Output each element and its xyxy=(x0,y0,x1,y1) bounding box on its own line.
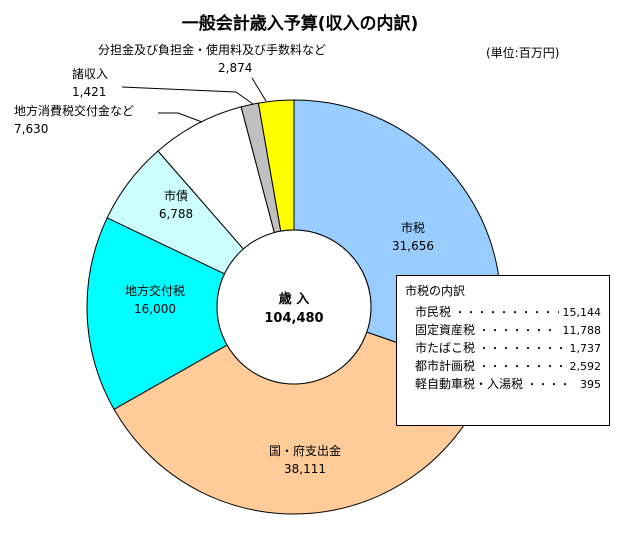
leader-line-4 xyxy=(158,112,203,123)
slice-label-value: 7,630 xyxy=(14,122,48,136)
slice-label-name: 地方交付税 xyxy=(125,283,185,298)
breakdown-item-name: 固定資産税 xyxy=(415,323,476,337)
slice-label-value: 1,421 xyxy=(72,85,106,99)
slice-label-value: 16,000 xyxy=(134,302,176,316)
chart-title: 一般会計歳入予算(収入の内訳) xyxy=(181,14,419,34)
slice-label-value: 6,788 xyxy=(159,207,193,221)
center-label: 歳 入 xyxy=(279,291,310,307)
donut-center-hole xyxy=(216,229,372,385)
breakdown-row: 都市計画税・・・・・・・・・ 2,592 xyxy=(405,357,601,375)
slice-label-name: 分担金及び負担金・使用料及び手数料など xyxy=(98,42,326,57)
breakdown-row: 市民税・・・・・・・・・・・・・ 15,144 xyxy=(405,303,601,321)
breakdown-item-value: 2,592 xyxy=(569,360,602,373)
breakdown-item-value: 1,737 xyxy=(569,342,602,355)
city-tax-breakdown-box: 市税の内訳 市民税・・・・・・・・・・・・・15,144固定資産税・・・・・・・… xyxy=(396,275,610,426)
slice-label-name: 国・府支出金 xyxy=(269,443,341,458)
slice-label-value: 31,656 xyxy=(392,239,434,253)
leader-line-6 xyxy=(251,77,267,102)
slice-label-name: 市税 xyxy=(401,220,425,235)
breakdown-item-dots: ・・・・ xyxy=(527,380,572,391)
slice-label-value: 38,111 xyxy=(284,462,326,476)
breakdown-item-name: 軽自動車税・入湯税 xyxy=(415,377,524,391)
unit-label: (単位:百万円) xyxy=(486,46,560,60)
slice-label-name: 諸収入 xyxy=(72,66,108,81)
breakdown-item-value: 11,788 xyxy=(562,324,602,337)
breakdown-item-dots: ・・・・・・・・・ xyxy=(479,326,558,337)
breakdown-item-value: 15,144 xyxy=(562,306,602,319)
breakdown-row: 固定資産税・・・・・・・・・ 11,788 xyxy=(405,321,601,339)
slice-label-value: 2,874 xyxy=(218,61,252,75)
breakdown-item-name: 都市計画税 xyxy=(415,359,476,373)
breakdown-item-name: 市民税 xyxy=(415,305,452,319)
breakdown-row: 市たばこ税・・・・・・・・・・ 1,737 xyxy=(405,339,601,357)
slice-label-name: 市債 xyxy=(164,188,188,203)
breakdown-item-name: 市たばこ税 xyxy=(415,341,476,355)
breakdown-item-value: 395 xyxy=(580,378,601,391)
leader-line-5 xyxy=(121,86,254,105)
breakdown-item-dots: ・・・・・・・・・・ xyxy=(479,344,565,355)
breakdown-title: 市税の内訳 xyxy=(405,284,466,298)
breakdown-row: 軽自動車税・入湯税 ・・・・ 395 xyxy=(405,375,601,393)
center-total: 104,480 xyxy=(264,311,323,326)
slice-label-name: 地方消費税交付金など xyxy=(14,103,134,118)
breakdown-item-dots: ・・・・・・・・・・・・・ xyxy=(455,308,558,319)
breakdown-item-dots: ・・・・・・・・・ xyxy=(479,362,565,373)
